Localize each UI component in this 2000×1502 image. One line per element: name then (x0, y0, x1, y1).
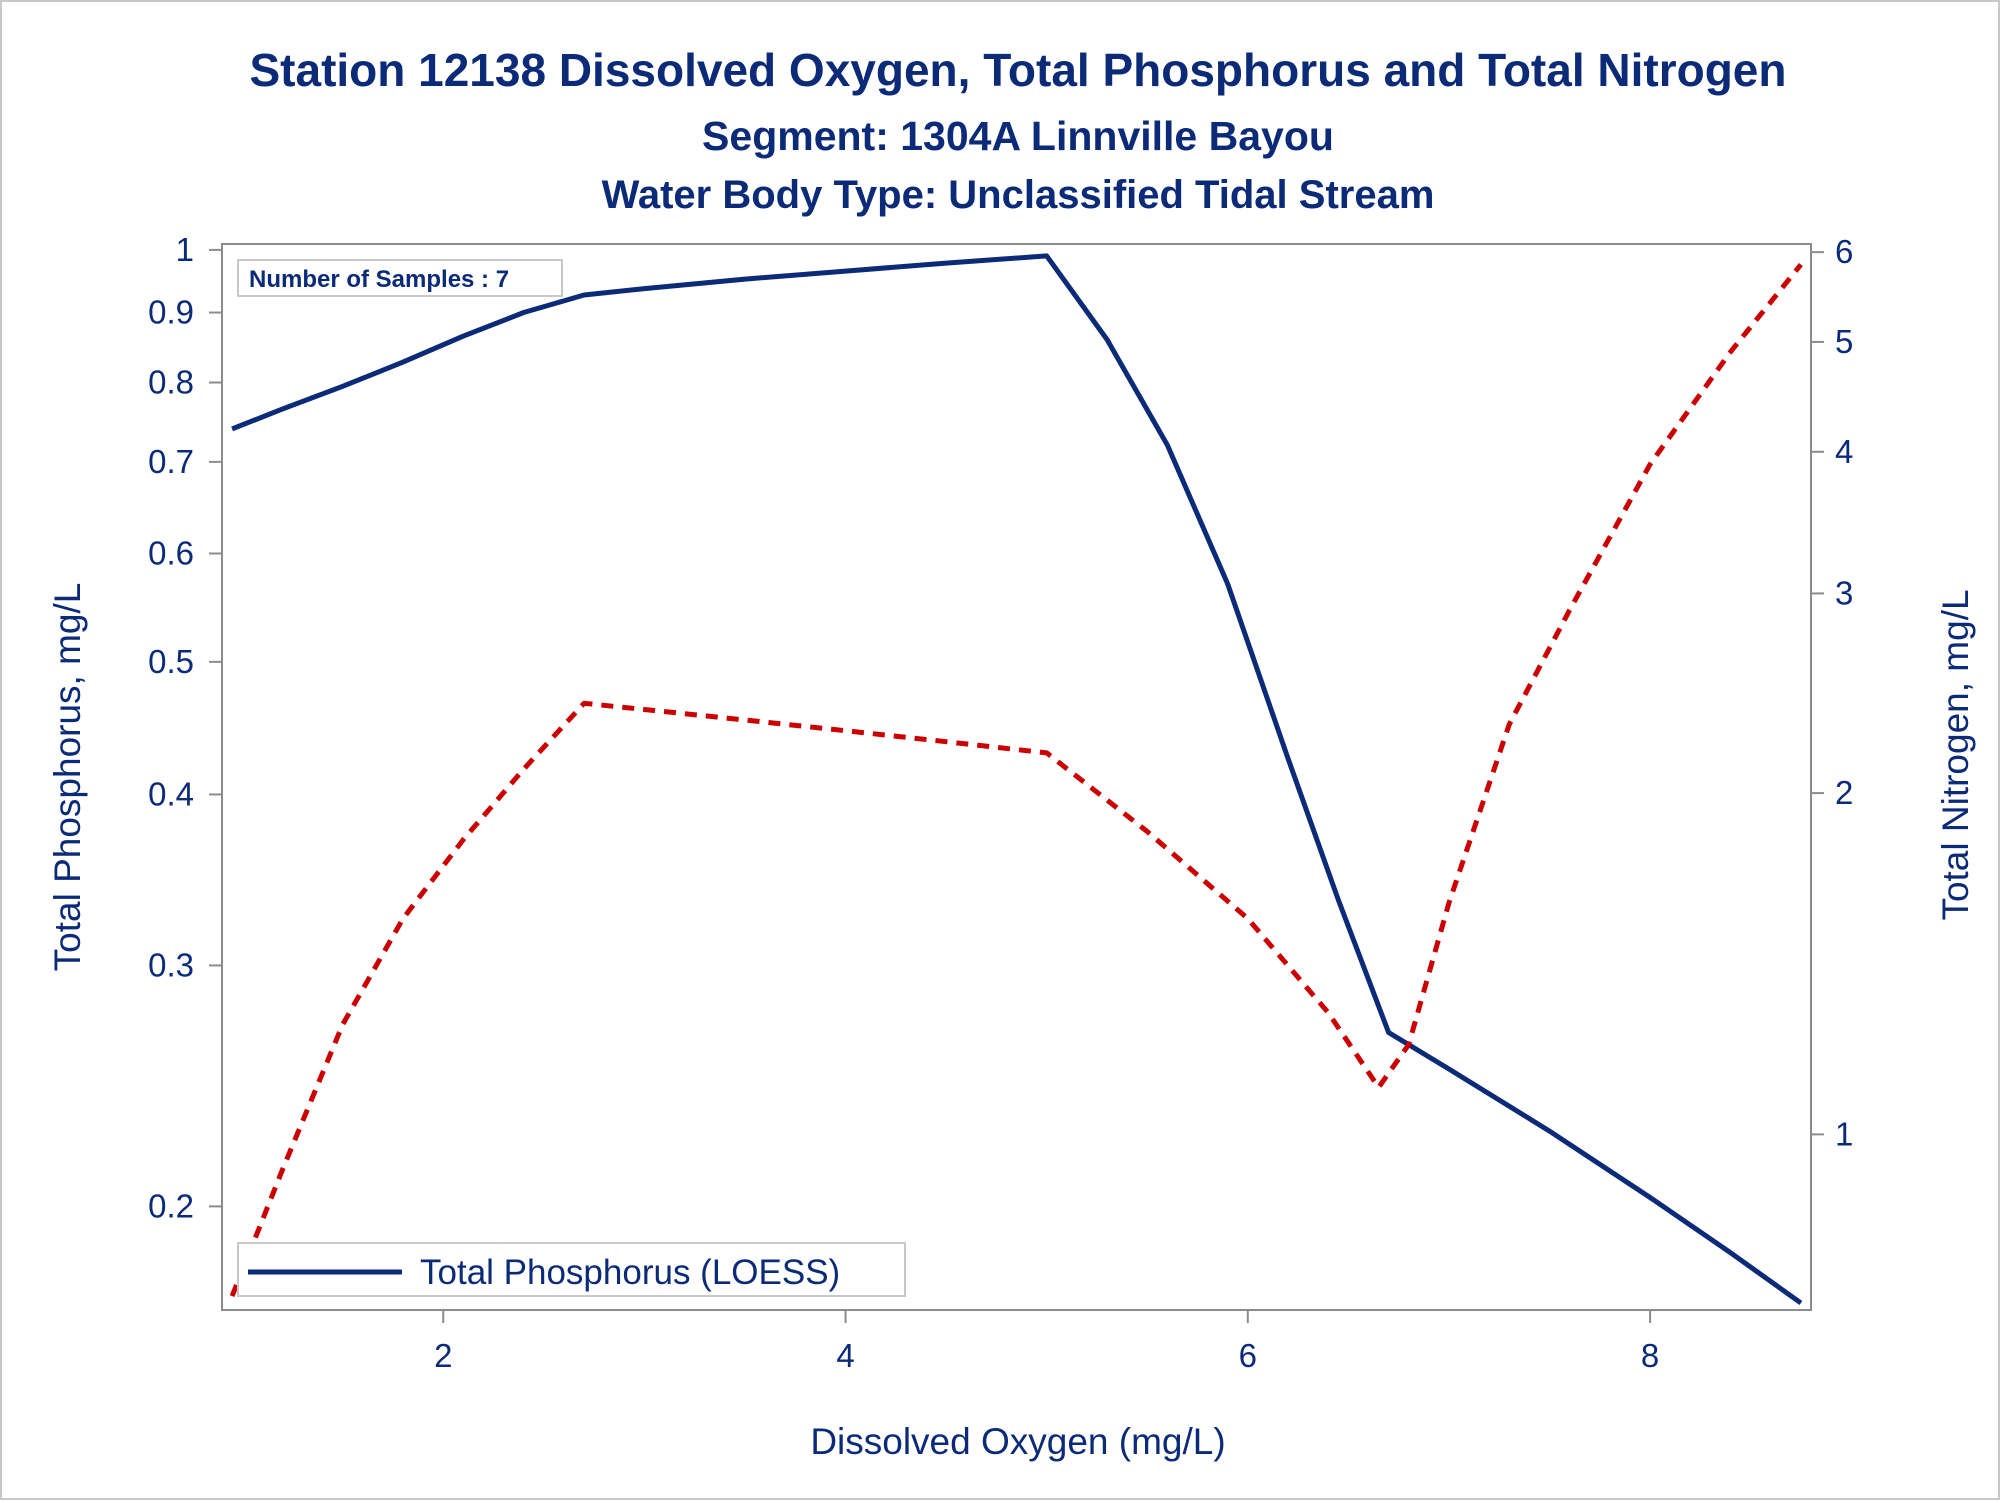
y2-tick-label: 2 (1835, 774, 1853, 811)
x-tick-label: 6 (1239, 1337, 1257, 1374)
y-tick-label: 0.7 (148, 443, 194, 480)
y-axis-label: Total Phosphorus, mg/L (47, 583, 88, 972)
y-tick-label: 1 (176, 231, 194, 268)
x-tick-label: 8 (1641, 1337, 1659, 1374)
y-axis-left: 0.2 0.3 0.4 0.5 0.6 0.7 0.8 0.9 1 (148, 231, 222, 1224)
chart-title: Station 12138 Dissolved Oxygen, Total Ph… (249, 44, 1786, 96)
chart-subtitle-2: Water Body Type: Unclassified Tidal Stre… (602, 173, 1435, 217)
y-tick-label: 0.3 (148, 946, 194, 983)
y2-axis-label: Total Nitrogen, mg/L (1935, 589, 1976, 920)
plot-area (221, 243, 1812, 1311)
sample-count-label: Number of Samples : 7 (249, 266, 509, 293)
series-line-nitrogen (229, 263, 1803, 1298)
x-tick-label: 4 (836, 1337, 854, 1374)
x-axis: 2 4 6 8 (434, 1310, 1659, 1374)
y-tick-label: 0.2 (148, 1187, 194, 1224)
y-tick-label: 0.4 (148, 775, 194, 812)
x-axis-label: Dissolved Oxygen (mg/L) (810, 1421, 1225, 1462)
y2-tick-label: 6 (1835, 233, 1853, 270)
y2-tick-label: 3 (1835, 574, 1853, 611)
series-line-phosphorus (231, 253, 1803, 1306)
chart-subtitle: Segment: 1304A Linnville Bayou (702, 113, 1334, 159)
x-tick-label: 2 (434, 1337, 452, 1374)
y-tick-label: 0.9 (148, 294, 194, 331)
y-tick-label: 0.5 (148, 643, 194, 680)
sample-count-box (237, 259, 563, 297)
legend-label-phosphorus: Total Phosphorus (LOESS) (420, 1253, 840, 1292)
y2-tick-label: 1 (1835, 1115, 1853, 1152)
y-tick-label: 0.8 (148, 364, 194, 401)
y2-tick-label: 4 (1835, 433, 1853, 470)
y-axis-right: 1 2 3 4 5 6 (1811, 233, 1853, 1152)
y-tick-label: 0.6 (148, 534, 194, 571)
series-layer (229, 253, 1803, 1306)
y2-tick-label: 5 (1835, 323, 1853, 360)
